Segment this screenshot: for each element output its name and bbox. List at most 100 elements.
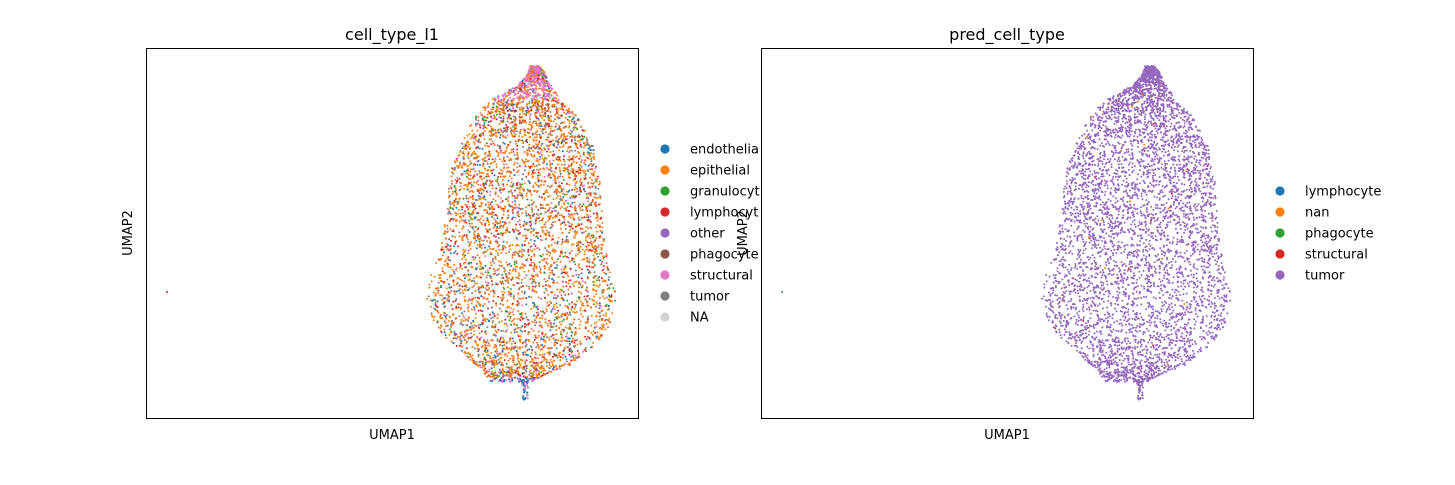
- panel1-point: [559, 159, 562, 162]
- panel1-point: [584, 190, 587, 193]
- panel1-point: [469, 225, 472, 228]
- panel1-point: [510, 171, 513, 174]
- panel1-point: [541, 148, 543, 151]
- panel1-point: [539, 168, 542, 171]
- panel1-point: [518, 135, 521, 138]
- panel1-point: [561, 105, 564, 108]
- panel1-point: [537, 151, 539, 154]
- panel1-point: [579, 203, 582, 206]
- panel1-point: [560, 272, 563, 275]
- panel1-point: [606, 288, 609, 291]
- panel1-point: [536, 157, 539, 160]
- panel1-point: [611, 312, 614, 315]
- panel1-point: [451, 192, 454, 195]
- panel1-point: [466, 307, 469, 310]
- panel1-point: [453, 263, 456, 266]
- panel1-point: [583, 187, 586, 190]
- panel1-point: [463, 153, 466, 156]
- panel1-point: [513, 174, 516, 176]
- panel1-point: [583, 161, 586, 164]
- panel1-point: [555, 347, 558, 350]
- panel1-point: [503, 348, 506, 351]
- panel1-point: [523, 322, 526, 325]
- panel1-point: [528, 102, 531, 105]
- panel1-point: [587, 157, 590, 160]
- panel1-point: [451, 308, 454, 311]
- panel1-point: [479, 126, 482, 129]
- panel1-point: [465, 197, 468, 200]
- panel1-point: [501, 344, 504, 347]
- panel1-point: [532, 341, 535, 344]
- panel1-point: [613, 290, 616, 292]
- panel1-point: [595, 321, 598, 324]
- panel1-point: [528, 79, 531, 82]
- panel1-point: [580, 161, 583, 163]
- panel1-point: [499, 151, 502, 154]
- panel1-point: [511, 192, 514, 195]
- panel1-point: [542, 183, 545, 186]
- panel1-point: [506, 299, 509, 302]
- panel1-point: [478, 256, 481, 259]
- panel1-point: [558, 327, 560, 330]
- panel1-point: [564, 251, 567, 254]
- panel1-point: [574, 156, 577, 159]
- panel1-point: [492, 98, 495, 100]
- panel1-point: [502, 240, 505, 243]
- panel1-point: [488, 236, 491, 239]
- panel1-point: [479, 366, 482, 369]
- panel1-point: [563, 271, 566, 274]
- panel1-point: [590, 172, 593, 175]
- panel1-point: [545, 358, 548, 361]
- panel1-point: [551, 105, 554, 108]
- panel1-point: [512, 98, 515, 101]
- panel1-point: [562, 290, 565, 293]
- panel1-point: [573, 201, 576, 204]
- panel1-point: [546, 209, 549, 212]
- panel1-point: [517, 181, 520, 184]
- panel1-point: [532, 361, 535, 364]
- panel1-point: [441, 248, 444, 251]
- panel1-point: [583, 295, 586, 298]
- panel1-point: [502, 210, 505, 213]
- panel1-point: [570, 249, 573, 252]
- panel1-point: [553, 366, 556, 369]
- panel1-point: [525, 80, 528, 83]
- panel1-point: [512, 355, 515, 358]
- panel1-point: [530, 199, 533, 202]
- panel1-point: [464, 261, 467, 264]
- panel1-point: [522, 297, 525, 300]
- panel1-point: [467, 208, 469, 211]
- panel1-point: [542, 346, 545, 349]
- panel1-point: [465, 347, 468, 350]
- panel1-point: [590, 346, 592, 349]
- panel1-point: [445, 248, 448, 251]
- panel1-point: [503, 359, 506, 362]
- panel1-point: [472, 175, 475, 178]
- panel1-point: [554, 220, 557, 223]
- panel1-point: [545, 189, 548, 191]
- panel1-point: [462, 319, 465, 322]
- panel1-point: [571, 223, 574, 226]
- panel1-point: [525, 359, 528, 362]
- panel1-point: [509, 348, 512, 351]
- panel1-point: [503, 291, 506, 294]
- panel1-point: [560, 252, 563, 255]
- panel1-point: [550, 302, 553, 304]
- panel1-point: [472, 333, 475, 336]
- panel1-point: [514, 328, 517, 331]
- panel1-point: [507, 144, 510, 147]
- panel1-point: [607, 278, 610, 281]
- panel1-point: [533, 78, 535, 81]
- panel1-point: [454, 242, 457, 245]
- panel1-point: [497, 237, 500, 239]
- panel1-point: [458, 220, 461, 223]
- panel1-point: [498, 248, 501, 251]
- panel1-point: [568, 107, 571, 110]
- panel1-point: [498, 233, 501, 236]
- panel1-point: [469, 241, 472, 244]
- panel1-point: [562, 196, 565, 199]
- panel1-point: [511, 105, 514, 108]
- panel1-point: [493, 292, 496, 295]
- panel1-point: [530, 261, 533, 264]
- panel1-point: [591, 333, 594, 336]
